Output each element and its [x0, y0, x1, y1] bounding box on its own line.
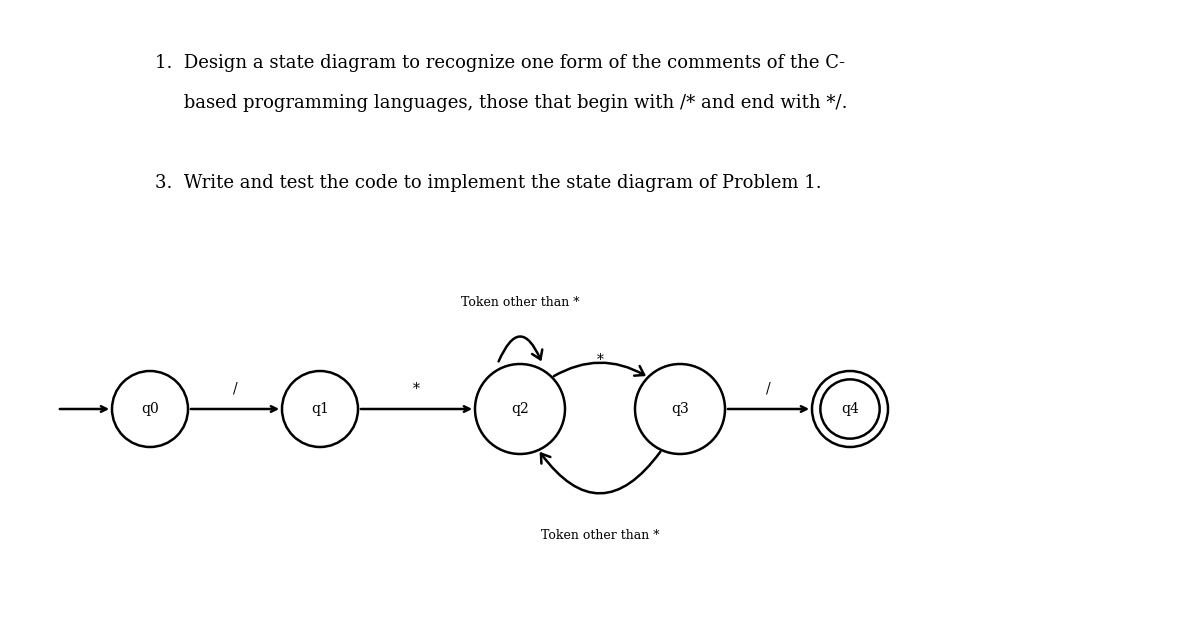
Text: 1.  Design a state diagram to recognize one form of the comments of the C-: 1. Design a state diagram to recognize o… [155, 54, 845, 72]
Text: q3: q3 [671, 402, 689, 416]
FancyArrowPatch shape [541, 452, 660, 493]
Text: q2: q2 [511, 402, 529, 416]
Text: based programming languages, those that begin with /* and end with */.: based programming languages, those that … [155, 94, 847, 112]
FancyArrowPatch shape [554, 363, 644, 376]
Text: *: * [596, 353, 604, 367]
Text: /: / [233, 382, 238, 396]
FancyArrowPatch shape [498, 337, 542, 362]
Text: q1: q1 [311, 402, 329, 416]
Text: *: * [413, 382, 420, 396]
Text: Token other than *: Token other than * [461, 296, 580, 309]
Text: 3.  Write and test the code to implement the state diagram of Problem 1.: 3. Write and test the code to implement … [155, 174, 822, 192]
Text: Token other than *: Token other than * [541, 529, 659, 542]
Text: q4: q4 [841, 402, 859, 416]
Text: q0: q0 [142, 402, 158, 416]
Text: /: / [766, 382, 770, 396]
